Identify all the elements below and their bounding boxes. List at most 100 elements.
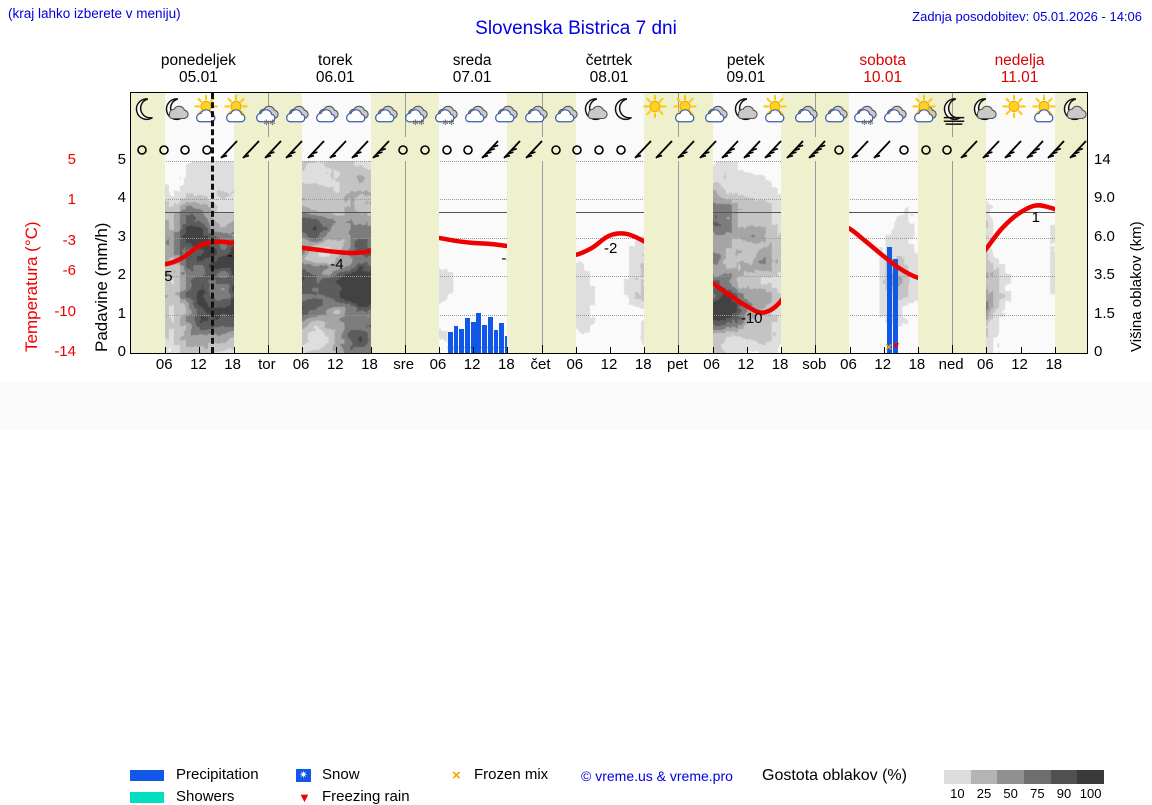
- day-separator: [404, 93, 406, 137]
- day-header-7: nedelja 11.01: [951, 52, 1088, 88]
- temperature-tick-label: -10: [54, 302, 76, 320]
- x-tick: [541, 345, 543, 353]
- hour-label: 12: [874, 356, 892, 373]
- x-tick: [165, 347, 167, 353]
- wind-barb-w2: [262, 138, 284, 160]
- hour-label: 18: [361, 356, 378, 373]
- precipitation-bar: [493, 329, 499, 353]
- temperature-tick-label: -6: [62, 262, 76, 280]
- day-header-6: sobota 10.01: [814, 52, 951, 88]
- hour-label: 18: [1045, 356, 1063, 373]
- hour-label: 12: [463, 356, 481, 373]
- wind-barb-w1: [871, 138, 893, 160]
- day-name: četrtek: [585, 52, 633, 69]
- moon-icon: [612, 94, 638, 130]
- night-band: [644, 161, 713, 353]
- day-date: 07.01: [452, 69, 492, 86]
- night-band: [131, 93, 166, 137]
- wind-barb-calm: [936, 138, 958, 160]
- temperature-tick-label: 1: [67, 191, 76, 209]
- wind-barb-calm: [414, 138, 436, 160]
- precipitation-tick-label: 2: [117, 266, 126, 284]
- location-menu-note[interactable]: (kraj lahko izberete v meniju): [8, 6, 181, 21]
- precipitation-bar: [453, 326, 459, 353]
- precipitation-swatch: [130, 770, 164, 781]
- x-tick: [404, 345, 406, 353]
- temperature-tick-label: -14: [54, 343, 76, 360]
- wind-barb-calm: [828, 138, 850, 160]
- hour-label: 12: [600, 356, 618, 373]
- gridline-horizontal: [131, 161, 1087, 162]
- svg-text:✻✻: ✻✻: [413, 118, 425, 127]
- cloud-icon: [881, 94, 908, 130]
- sun-icon: [1001, 94, 1027, 130]
- altitude-tick-label: 9.0: [1094, 189, 1115, 207]
- wind-barb-calm: [893, 138, 915, 160]
- snow-icon: ✷: [296, 769, 311, 782]
- night-band: [917, 161, 987, 353]
- cloud-icon: [313, 94, 339, 130]
- gridline-horizontal: [131, 237, 1087, 239]
- day-date: 06.01: [315, 69, 355, 86]
- wind-barb-calm: [566, 138, 588, 160]
- moon-cloud-icon: [1061, 94, 1087, 130]
- freezing-rain-marker: ▼: [891, 341, 902, 352]
- day-name: nedelja: [994, 52, 1045, 69]
- x-tick: [849, 347, 851, 353]
- cloud-density-step-2: [997, 770, 1025, 784]
- precipitation-tick-label: 0: [117, 343, 126, 360]
- legend-label-snow: Snow: [322, 766, 360, 783]
- copyright-link[interactable]: © vreme.us & vreme.pro: [581, 768, 733, 784]
- cloud-density-tick: 100: [1079, 786, 1102, 801]
- x-tick: [917, 347, 919, 353]
- freezing-rain-icon: ▼: [298, 790, 311, 805]
- day-header-4: četrtek 08.01: [541, 52, 678, 88]
- cloud-icon: [792, 94, 818, 130]
- precipitation-bar: [482, 325, 487, 353]
- cloud-density-step-5: [1077, 770, 1105, 784]
- wind-barb-w4: [806, 138, 828, 160]
- temperature-axis-title: Temperatura (°C): [22, 221, 41, 352]
- wind-barb-w2: [697, 138, 719, 160]
- sun-icon: [642, 94, 668, 130]
- wind-barb-calm: [196, 138, 218, 160]
- hour-label: 06: [703, 356, 720, 373]
- cloud-icon: [372, 94, 399, 130]
- cloud-density-step-3: [1024, 770, 1051, 784]
- precipitation-bar: [470, 322, 476, 353]
- hour-label: 18: [771, 356, 789, 373]
- wind-barb-w2: [349, 138, 371, 160]
- wind-barb-calm: [174, 138, 196, 160]
- wind-barb-calm: [436, 138, 458, 160]
- snow-marker: ✷: [463, 343, 471, 353]
- wind-barb-calm: [610, 138, 632, 160]
- wind-barb-strip: [131, 137, 1087, 161]
- gridline-horizontal: [131, 199, 1087, 201]
- x-tick: [1054, 347, 1056, 353]
- day-name: ponedeljek: [160, 52, 236, 69]
- x-tick: [610, 347, 611, 353]
- altitude-tick-label: 1.5: [1094, 304, 1115, 322]
- cloud-icon: [283, 94, 309, 130]
- hour-label: 12: [190, 356, 207, 373]
- altitude-axis-title: Višina oblakov (km): [1128, 221, 1145, 352]
- moon-cloud-icon: [732, 94, 758, 130]
- cloud-sun-icon: [911, 94, 937, 130]
- x-tick: [370, 347, 372, 353]
- forecast-plot[interactable]: ✻✻✻✻✻✻✻✻ ✷✷✷✷✷✷✷✷✷✷✷✷✷✷×▼ -5-3-4-2-4-2-1…: [130, 92, 1088, 354]
- hour-label: 18: [908, 356, 926, 373]
- night-band: [507, 161, 576, 353]
- wind-barb-w1: [958, 138, 980, 160]
- wind-barb-calm: [131, 138, 153, 160]
- x-tick: [986, 347, 988, 353]
- x-tick: [746, 347, 748, 353]
- x-tick: [883, 347, 885, 353]
- wind-barb-calm: [153, 138, 175, 160]
- cloud-density-tick: 50: [1003, 786, 1018, 801]
- wind-barb-w4: [784, 138, 806, 160]
- wind-barb-w3: [1024, 138, 1046, 160]
- moon-cloud-icon: [582, 94, 608, 130]
- x-tick: [199, 347, 201, 353]
- x-tick: [438, 347, 440, 353]
- hour-label: sob: [802, 356, 827, 373]
